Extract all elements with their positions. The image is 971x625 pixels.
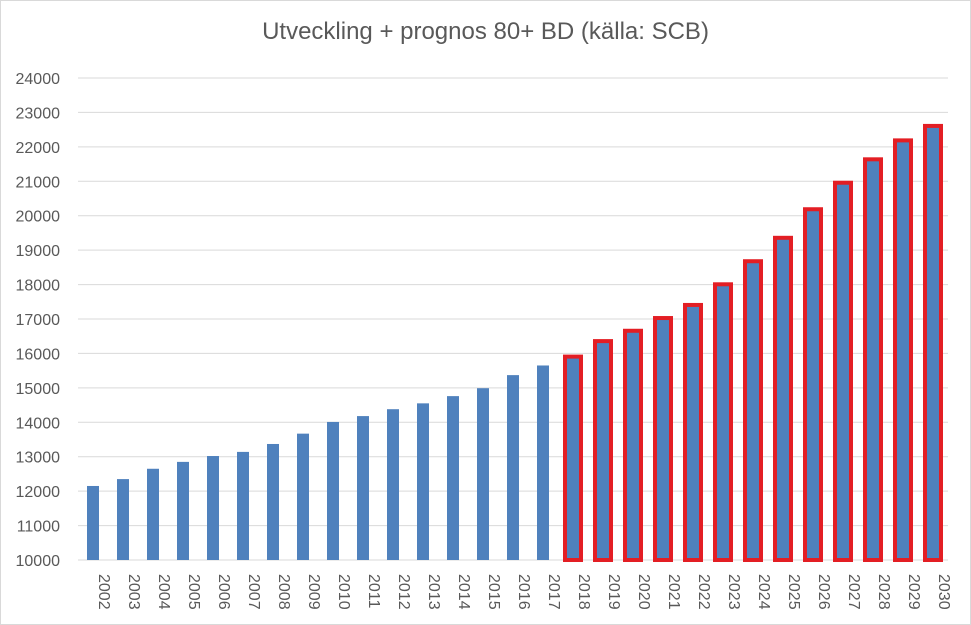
bar-forecast-2022 <box>683 302 703 563</box>
bar-2013 <box>417 403 429 560</box>
chart-title: Utveckling + prognos 80+ BD (källa: SCB) <box>262 18 709 45</box>
bar-2009 <box>297 433 309 560</box>
bar-2003 <box>117 479 129 560</box>
bar-2010 <box>327 421 339 560</box>
x-tick-label: 2024 <box>755 574 772 610</box>
y-tick-label: 10000 <box>16 553 61 570</box>
x-tick-label: 2016 <box>515 574 532 610</box>
x-tick-label: 2026 <box>815 574 832 610</box>
x-tick-label: 2030 <box>935 574 952 610</box>
x-tick-label: 2020 <box>635 574 652 610</box>
bar-forecast-2019 <box>593 339 613 562</box>
y-tick-label: 11000 <box>17 519 60 536</box>
y-tick-label: 19000 <box>16 243 61 260</box>
y-tick-label: 13000 <box>16 450 61 467</box>
x-tick-label: 2009 <box>305 574 322 610</box>
bar-forecast-2025 <box>773 235 793 562</box>
y-axis-labels: 10000 11000 12000 13000 14000 15000 16000 17000… <box>16 71 61 570</box>
x-axis-labels: 2002 2003 2004 2005 2006 2007 2008 2009 2010 2011… <box>95 574 952 610</box>
bar-forecast-2027 <box>833 180 853 562</box>
x-tick-label: 2014 <box>455 574 472 610</box>
x-tick-label: 2017 <box>545 574 562 610</box>
bar-2002 <box>87 485 99 560</box>
x-tick-label: 2011 <box>365 574 382 609</box>
bar-2004 <box>147 468 159 560</box>
x-tick-label: 2006 <box>215 574 232 610</box>
x-tick-label: 2015 <box>485 574 502 610</box>
y-tick-label: 20000 <box>16 209 61 226</box>
x-tick-label: 2022 <box>695 574 712 610</box>
bar-2005 <box>177 461 189 560</box>
bar-2008 <box>267 443 279 560</box>
y-tick-label: 23000 <box>16 105 61 122</box>
bar-2014 <box>447 396 459 560</box>
bar-forecast-2021 <box>653 316 673 563</box>
y-tick-label: 12000 <box>16 484 61 501</box>
bar-2011 <box>357 416 369 560</box>
x-tick-label: 2023 <box>725 574 742 610</box>
bar-2012 <box>387 409 399 560</box>
y-tick-label: 15000 <box>16 381 61 398</box>
bar-forecast-2026 <box>803 207 823 562</box>
x-tick-label: 2028 <box>875 574 892 610</box>
bar-2006 <box>207 456 219 560</box>
x-tick-label: 2027 <box>845 574 862 610</box>
x-tick-label: 2004 <box>155 574 172 610</box>
y-tick-label: 18000 <box>16 278 61 295</box>
x-tick-label: 2013 <box>425 574 442 610</box>
y-tick-label: 24000 <box>16 71 61 88</box>
y-tick-label: 22000 <box>16 140 61 157</box>
x-tick-label: 2002 <box>95 574 112 610</box>
bar-forecast-2028 <box>863 157 883 562</box>
y-tick-label: 21000 <box>16 174 61 191</box>
y-tick-label: 17000 <box>16 312 61 329</box>
x-tick-label: 2010 <box>335 574 352 610</box>
y-tick-label: 16000 <box>16 346 61 363</box>
bar-forecast-2029 <box>893 138 913 562</box>
bar-2017 <box>537 365 549 560</box>
bar-forecast-2024 <box>743 259 763 562</box>
x-tick-label: 2019 <box>605 574 622 610</box>
x-tick-label: 2012 <box>395 574 412 610</box>
bar-forecast-2020 <box>623 328 643 562</box>
x-tick-label: 2025 <box>785 574 802 610</box>
bar-2016 <box>507 375 519 560</box>
x-tick-label: 2005 <box>185 574 202 610</box>
bar-2007 <box>237 451 249 560</box>
x-tick-label: 2018 <box>575 574 592 610</box>
x-tick-label: 2008 <box>275 574 292 610</box>
bar-forecast-2023 <box>713 282 733 562</box>
bar-2015 <box>477 388 489 560</box>
x-tick-label: 2007 <box>245 574 262 610</box>
bars <box>87 123 943 563</box>
x-tick-label: 2021 <box>665 574 682 610</box>
bar-forecast-2018 <box>563 354 583 563</box>
x-tick-label: 2029 <box>905 574 922 610</box>
bar-forecast-2030 <box>923 123 943 563</box>
y-tick-label: 14000 <box>16 415 61 432</box>
x-tick-label: 2003 <box>125 574 142 610</box>
